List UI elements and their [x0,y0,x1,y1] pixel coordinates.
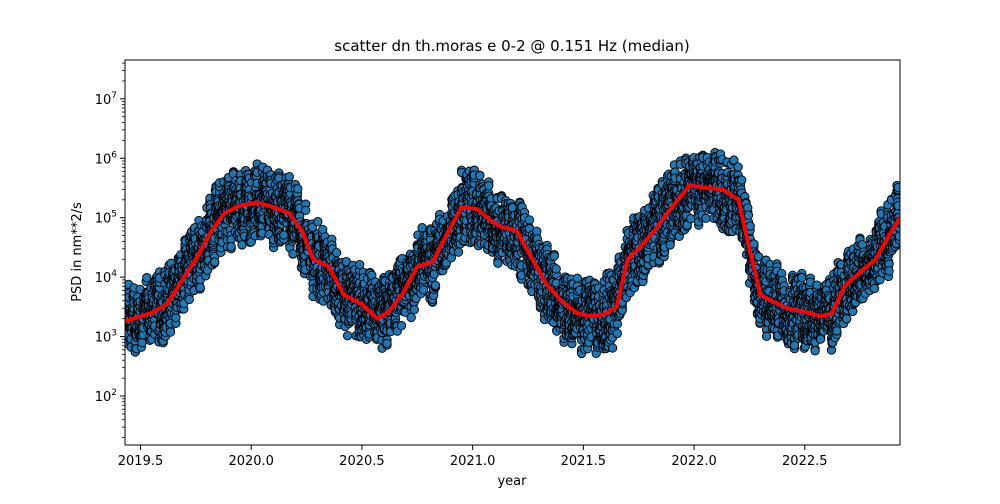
scatter-point [396,320,407,331]
scatter-point [142,273,152,283]
scatter-point [612,319,623,329]
scatter-point [293,184,303,194]
scatter-point [607,343,618,353]
scatter-point [237,240,247,250]
scatter-point [279,230,289,240]
scatter-point [195,282,205,293]
scatter-point [406,312,416,323]
scatter-points [125,148,900,359]
scatter-point [331,248,342,258]
scatter-point [430,280,441,290]
scatter-point [382,338,392,349]
scatter-point [171,312,181,323]
scatter-point [301,205,311,215]
scatter-point [549,251,559,261]
scatter-point [137,338,147,348]
scatter-point [686,214,696,224]
scatter-point [355,259,365,270]
scatter-point [453,247,464,257]
scatter-point [701,213,711,223]
scatter-point [532,226,542,236]
chart-title: scatter dn th.moras e 0-2 @ 0.151 Hz (me… [334,37,689,55]
scatter-point [288,249,298,259]
scatter-point [342,331,353,341]
scatter-point [165,327,176,337]
scatter-point [551,264,561,274]
scatter-point [409,305,419,315]
scatter-point [313,217,323,227]
scatter-point [417,223,427,233]
scatter-point [226,241,236,252]
scatter-point [612,328,623,339]
scatter-point [484,181,494,191]
scatter-point [572,273,583,283]
scatter-point [184,294,194,305]
scatter-point [493,258,503,268]
scatter-point [475,170,485,181]
scatter-point [665,240,675,250]
scatter-point [524,215,535,225]
scatter-point [284,172,294,182]
scatter-point [210,257,220,267]
